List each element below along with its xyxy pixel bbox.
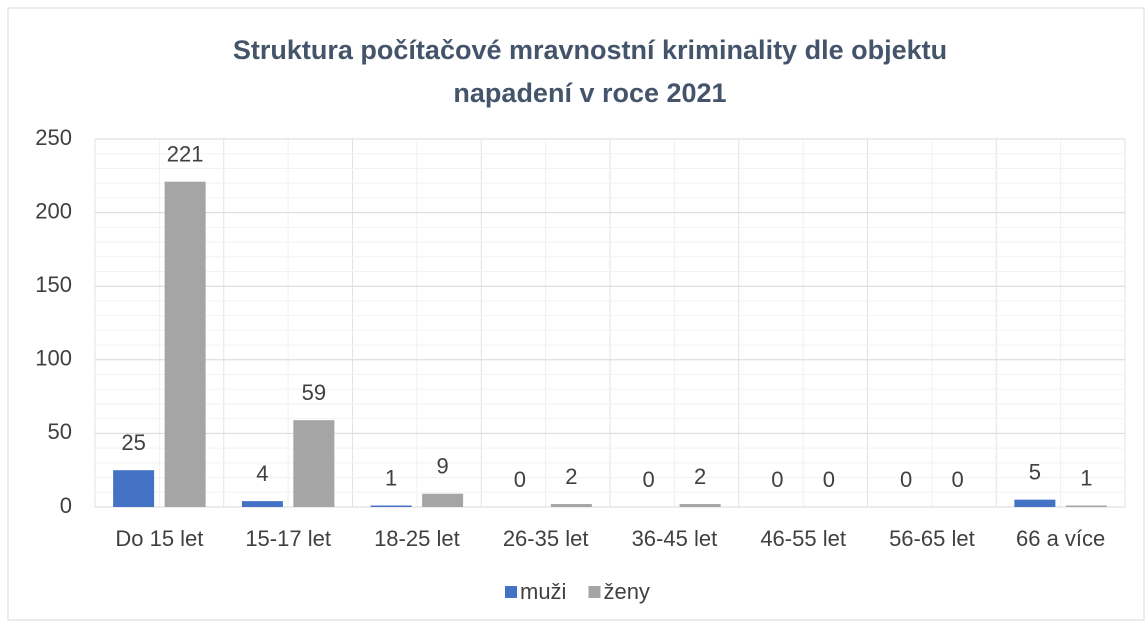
data-label: 9 xyxy=(437,454,449,479)
data-label: 0 xyxy=(900,467,912,492)
bar xyxy=(1065,505,1107,507)
data-label: 0 xyxy=(823,467,835,492)
bar xyxy=(679,504,721,507)
data-label: 59 xyxy=(302,380,326,405)
data-label: 0 xyxy=(643,467,655,492)
legend-label: muži xyxy=(520,579,566,604)
data-label: 5 xyxy=(1029,459,1041,484)
bar xyxy=(550,504,592,507)
chart-title: napadení v roce 2021 xyxy=(453,78,726,108)
bar xyxy=(370,505,412,507)
y-tick-label: 150 xyxy=(35,272,72,297)
data-label: 25 xyxy=(121,430,145,455)
legend-swatch xyxy=(588,586,601,598)
x-tick-label: 18-25 let xyxy=(374,526,460,551)
y-tick-label: 200 xyxy=(35,198,72,223)
bar xyxy=(113,470,155,507)
data-label: 0 xyxy=(952,467,964,492)
bar xyxy=(422,493,464,507)
x-tick-label: 66 a více xyxy=(1016,526,1105,551)
data-label: 2 xyxy=(694,464,706,489)
bar xyxy=(241,501,283,507)
x-tick-label: 36-45 let xyxy=(632,526,718,551)
y-tick-label: 100 xyxy=(35,346,72,371)
data-label: 0 xyxy=(514,467,526,492)
y-tick-label: 50 xyxy=(48,419,72,444)
data-label: 4 xyxy=(256,461,268,486)
x-tick-label: 15-17 let xyxy=(245,526,331,551)
chart-title: Struktura počítačové mravnostní kriminal… xyxy=(233,35,947,65)
y-tick-label: 250 xyxy=(35,125,72,150)
x-tick-label: Do 15 let xyxy=(115,526,203,551)
bar xyxy=(293,420,335,507)
x-tick-label: 26-35 let xyxy=(503,526,589,551)
bar xyxy=(164,181,206,508)
legend-swatch xyxy=(505,586,517,598)
data-label: 1 xyxy=(385,465,397,490)
x-tick-label: 46-55 let xyxy=(760,526,846,551)
data-label: 0 xyxy=(771,467,783,492)
data-label: 1 xyxy=(1080,465,1092,490)
data-label: 2 xyxy=(565,464,577,489)
x-tick-label: 56-65 let xyxy=(889,526,975,551)
legend-label: ženy xyxy=(603,579,649,604)
data-label: 221 xyxy=(167,142,204,167)
y-tick-label: 0 xyxy=(60,493,72,518)
bar xyxy=(1014,499,1056,507)
